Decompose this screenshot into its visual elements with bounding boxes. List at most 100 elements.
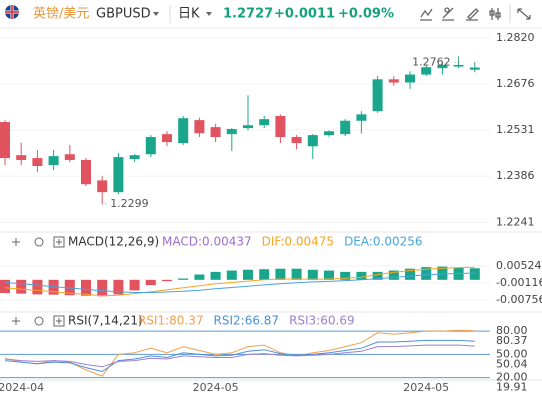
indicator-icon[interactable] [442,7,454,21]
candle-body [145,137,156,155]
rsi-line [4,339,475,373]
macd-bar [243,269,253,280]
drawing-tool-icon[interactable] [420,8,433,21]
fullscreen-icon[interactable] [517,8,531,20]
x-tick-label: 2024-04 [0,381,44,394]
candle-body [388,79,399,83]
macd-bar [145,279,156,286]
macd-bar [16,279,27,294]
indicator-title: RSI(7,14,21) [68,314,143,328]
candle-body [356,114,367,121]
candle-body [0,122,10,159]
macd-bar [307,269,318,280]
macd-bar [81,279,91,296]
period[interactable]: 日K [178,7,200,22]
candle-body [97,180,108,193]
candle-body [291,137,302,144]
y-tick-label: 0.00524 [496,259,542,272]
macd-bar [324,270,334,280]
rsi-line [4,329,475,377]
macd-bar [48,279,59,295]
flag-icon [5,5,19,19]
symbol[interactable]: GBPUSD [96,7,151,22]
legend-entry: DIF:0.00475 [262,235,334,249]
y-tick-label: 50.00 [496,347,528,360]
candle-body [210,127,221,138]
macd-bar [32,279,43,295]
macd-line [4,266,475,297]
candle-body [259,119,270,126]
macd-bar [372,271,383,280]
price-change-pct: +0.09% [338,7,394,22]
toggle-icon[interactable] [12,238,20,246]
candle-body [421,67,432,75]
candle-body [48,156,59,166]
legend-entry: RSI2:66.87 [214,314,280,328]
x-tick-label: 2024-05 [403,381,449,394]
macd-bar [162,279,172,282]
candle-body [129,155,140,160]
macd-bar [194,274,205,280]
axis-tag: 80.37 [496,334,528,347]
high-label: 1.2762 [412,55,451,68]
indicator-title: MACD(12,26,9) [68,235,159,249]
candle-body [307,135,318,147]
macd-bar [291,268,302,280]
y-tick-label: 1.2386 [496,169,535,182]
macd-bar [0,279,10,294]
low-label: 1.2299 [110,197,149,210]
candle-body [32,158,43,167]
macd-bar [275,268,286,280]
candle-body [243,125,253,129]
y-tick-label: 1.2676 [496,77,535,90]
macd-bar [437,266,448,280]
y-tick-label: 1.2531 [496,123,535,136]
x-tick-label: 2024-05 [193,381,239,394]
macd-bar [469,268,480,280]
y-tick-label: 1.2241 [496,215,535,228]
macd-bar [405,268,415,280]
macd-bar [259,269,270,280]
axis-tag: 19.91 [496,381,528,394]
candle-body [275,115,286,138]
settings-icon[interactable] [489,8,501,20]
y-tick-label: -0.00756 [496,293,542,306]
y-tick-label: 1.2820 [496,31,535,44]
dropdown-arrow[interactable] [153,12,159,16]
candle-body [226,129,237,135]
add-icon[interactable] [53,236,65,248]
candle-body [162,134,172,143]
y-tick-label: -0.00116 [496,276,542,289]
macd-bar [340,271,351,280]
macd-bar [421,267,432,280]
high-marker [452,56,460,63]
toggle-icon[interactable] [12,317,20,325]
legend-entry: RSI1:80.37 [138,314,204,328]
macd-line [4,272,475,293]
candle-body [81,159,91,185]
add-icon[interactable] [53,315,65,327]
y-tick-label: 20.00 [496,371,528,384]
edit-icon[interactable] [466,8,479,21]
settings-icon[interactable] [34,316,44,326]
candle-body [194,120,205,134]
candle-body [437,64,448,69]
macd-bar [210,271,221,280]
candle-body [405,74,415,83]
settings-icon[interactable] [34,237,44,247]
legend-entry: DEA:0.00256 [344,235,423,249]
legend-entry: MACD:0.00437 [162,235,252,249]
candle-body [324,131,334,136]
legend-entry: RSI3:60.69 [289,314,355,328]
macd-bar [129,279,140,291]
candle-body [178,118,189,144]
candle-body [16,155,27,160]
dropdown-arrow[interactable] [206,12,212,16]
candle-body [64,154,75,160]
pair-name[interactable]: 英镑/美元 [33,6,89,22]
macd-bar [356,271,367,280]
macd-bar [388,270,399,280]
candle-body [113,157,124,193]
candle-body [372,79,383,112]
